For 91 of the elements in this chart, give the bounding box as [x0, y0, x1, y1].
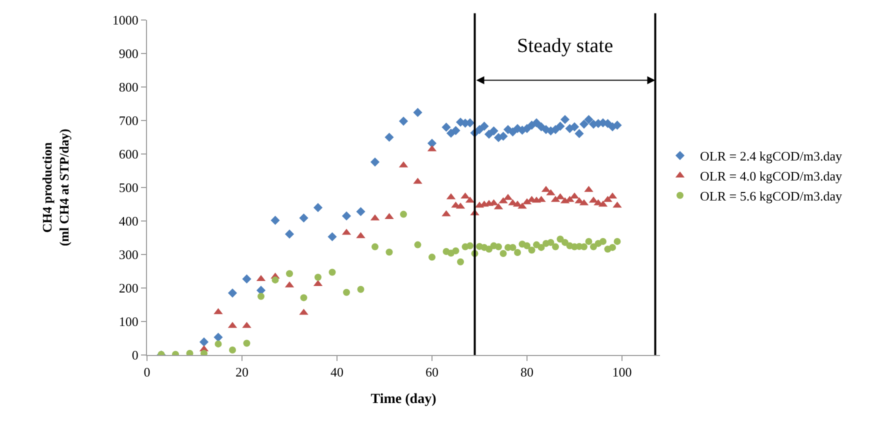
y-axis-title: CH4 production (ml CH4 at STP/day) [39, 128, 72, 246]
point [486, 246, 492, 253]
point [532, 118, 542, 128]
point [242, 274, 252, 284]
point [272, 276, 279, 284]
point [585, 238, 592, 245]
point [243, 340, 250, 347]
point [313, 203, 323, 212]
y-tick-label: 500 [118, 180, 138, 196]
point [442, 122, 451, 132]
point [427, 138, 437, 148]
point [579, 120, 589, 129]
point [489, 126, 498, 136]
point [590, 243, 597, 250]
point [229, 346, 236, 354]
point [343, 288, 350, 296]
point [199, 337, 209, 346]
x-tick-label: 40 [330, 364, 344, 380]
point [300, 294, 308, 302]
point [480, 122, 489, 131]
point [528, 246, 536, 254]
point [328, 268, 336, 276]
point [328, 232, 337, 242]
y-tick-label: 900 [118, 46, 138, 62]
point [514, 248, 521, 256]
x-tick-label: 80 [520, 364, 534, 380]
point [547, 238, 554, 246]
point [214, 340, 222, 348]
point [509, 244, 516, 251]
point [428, 254, 436, 261]
point [584, 114, 594, 124]
y-tick-label: 300 [118, 247, 138, 262]
point [400, 210, 407, 218]
y-tick-label: 800 [118, 80, 138, 95]
point [186, 350, 194, 355]
point [357, 286, 364, 293]
x-tick-label: 60 [426, 364, 438, 380]
point [451, 126, 460, 136]
point [370, 157, 380, 167]
point [314, 274, 322, 281]
legend-label: OLR = 4.0 kgCOD/m3.day [700, 168, 843, 184]
point [474, 124, 484, 134]
point [500, 250, 507, 257]
point [457, 258, 464, 266]
y-tick-label: 600 [118, 146, 138, 162]
x-tick-label: 20 [236, 364, 248, 380]
annotation: Steady state [517, 35, 614, 57]
point [413, 108, 422, 118]
point [524, 242, 530, 250]
x-tick-label: 0 [144, 364, 150, 380]
y-tick-label: 700 [118, 113, 138, 128]
point [556, 122, 565, 131]
legend-label: OLR = 5.6 kgCOD/m3.day [700, 188, 843, 204]
point [342, 211, 352, 221]
point [552, 243, 559, 250]
point [580, 243, 588, 250]
point [386, 248, 393, 256]
point [398, 116, 408, 126]
point [284, 230, 294, 239]
x-tick-label: 100 [612, 364, 632, 380]
point [495, 243, 502, 250]
point [466, 242, 474, 250]
point [299, 213, 308, 223]
point [560, 114, 570, 124]
point [228, 288, 238, 298]
y-tick-label: 0 [132, 348, 138, 363]
y-tick-label: 100 [118, 314, 138, 330]
point [609, 244, 616, 251]
point [372, 243, 378, 250]
point [256, 286, 266, 295]
point [614, 238, 621, 245]
point [452, 247, 460, 254]
point [570, 122, 580, 132]
point [574, 129, 584, 138]
point [356, 207, 366, 216]
y-tick-label: 200 [118, 280, 138, 296]
point [522, 124, 532, 134]
point [270, 216, 280, 225]
y-tick-label: 400 [118, 214, 138, 229]
point [214, 332, 223, 342]
y-tick-label: 1000 [112, 12, 138, 28]
x-axis-title: Time (day) [370, 392, 437, 407]
point [538, 244, 545, 251]
point [600, 238, 606, 245]
point [562, 238, 568, 246]
point [384, 132, 394, 142]
point [414, 241, 422, 248]
point [200, 350, 208, 355]
legend-label: OLR = 2.4 kgCOD/m3.day [700, 148, 843, 164]
point [258, 292, 264, 300]
point [286, 270, 293, 278]
